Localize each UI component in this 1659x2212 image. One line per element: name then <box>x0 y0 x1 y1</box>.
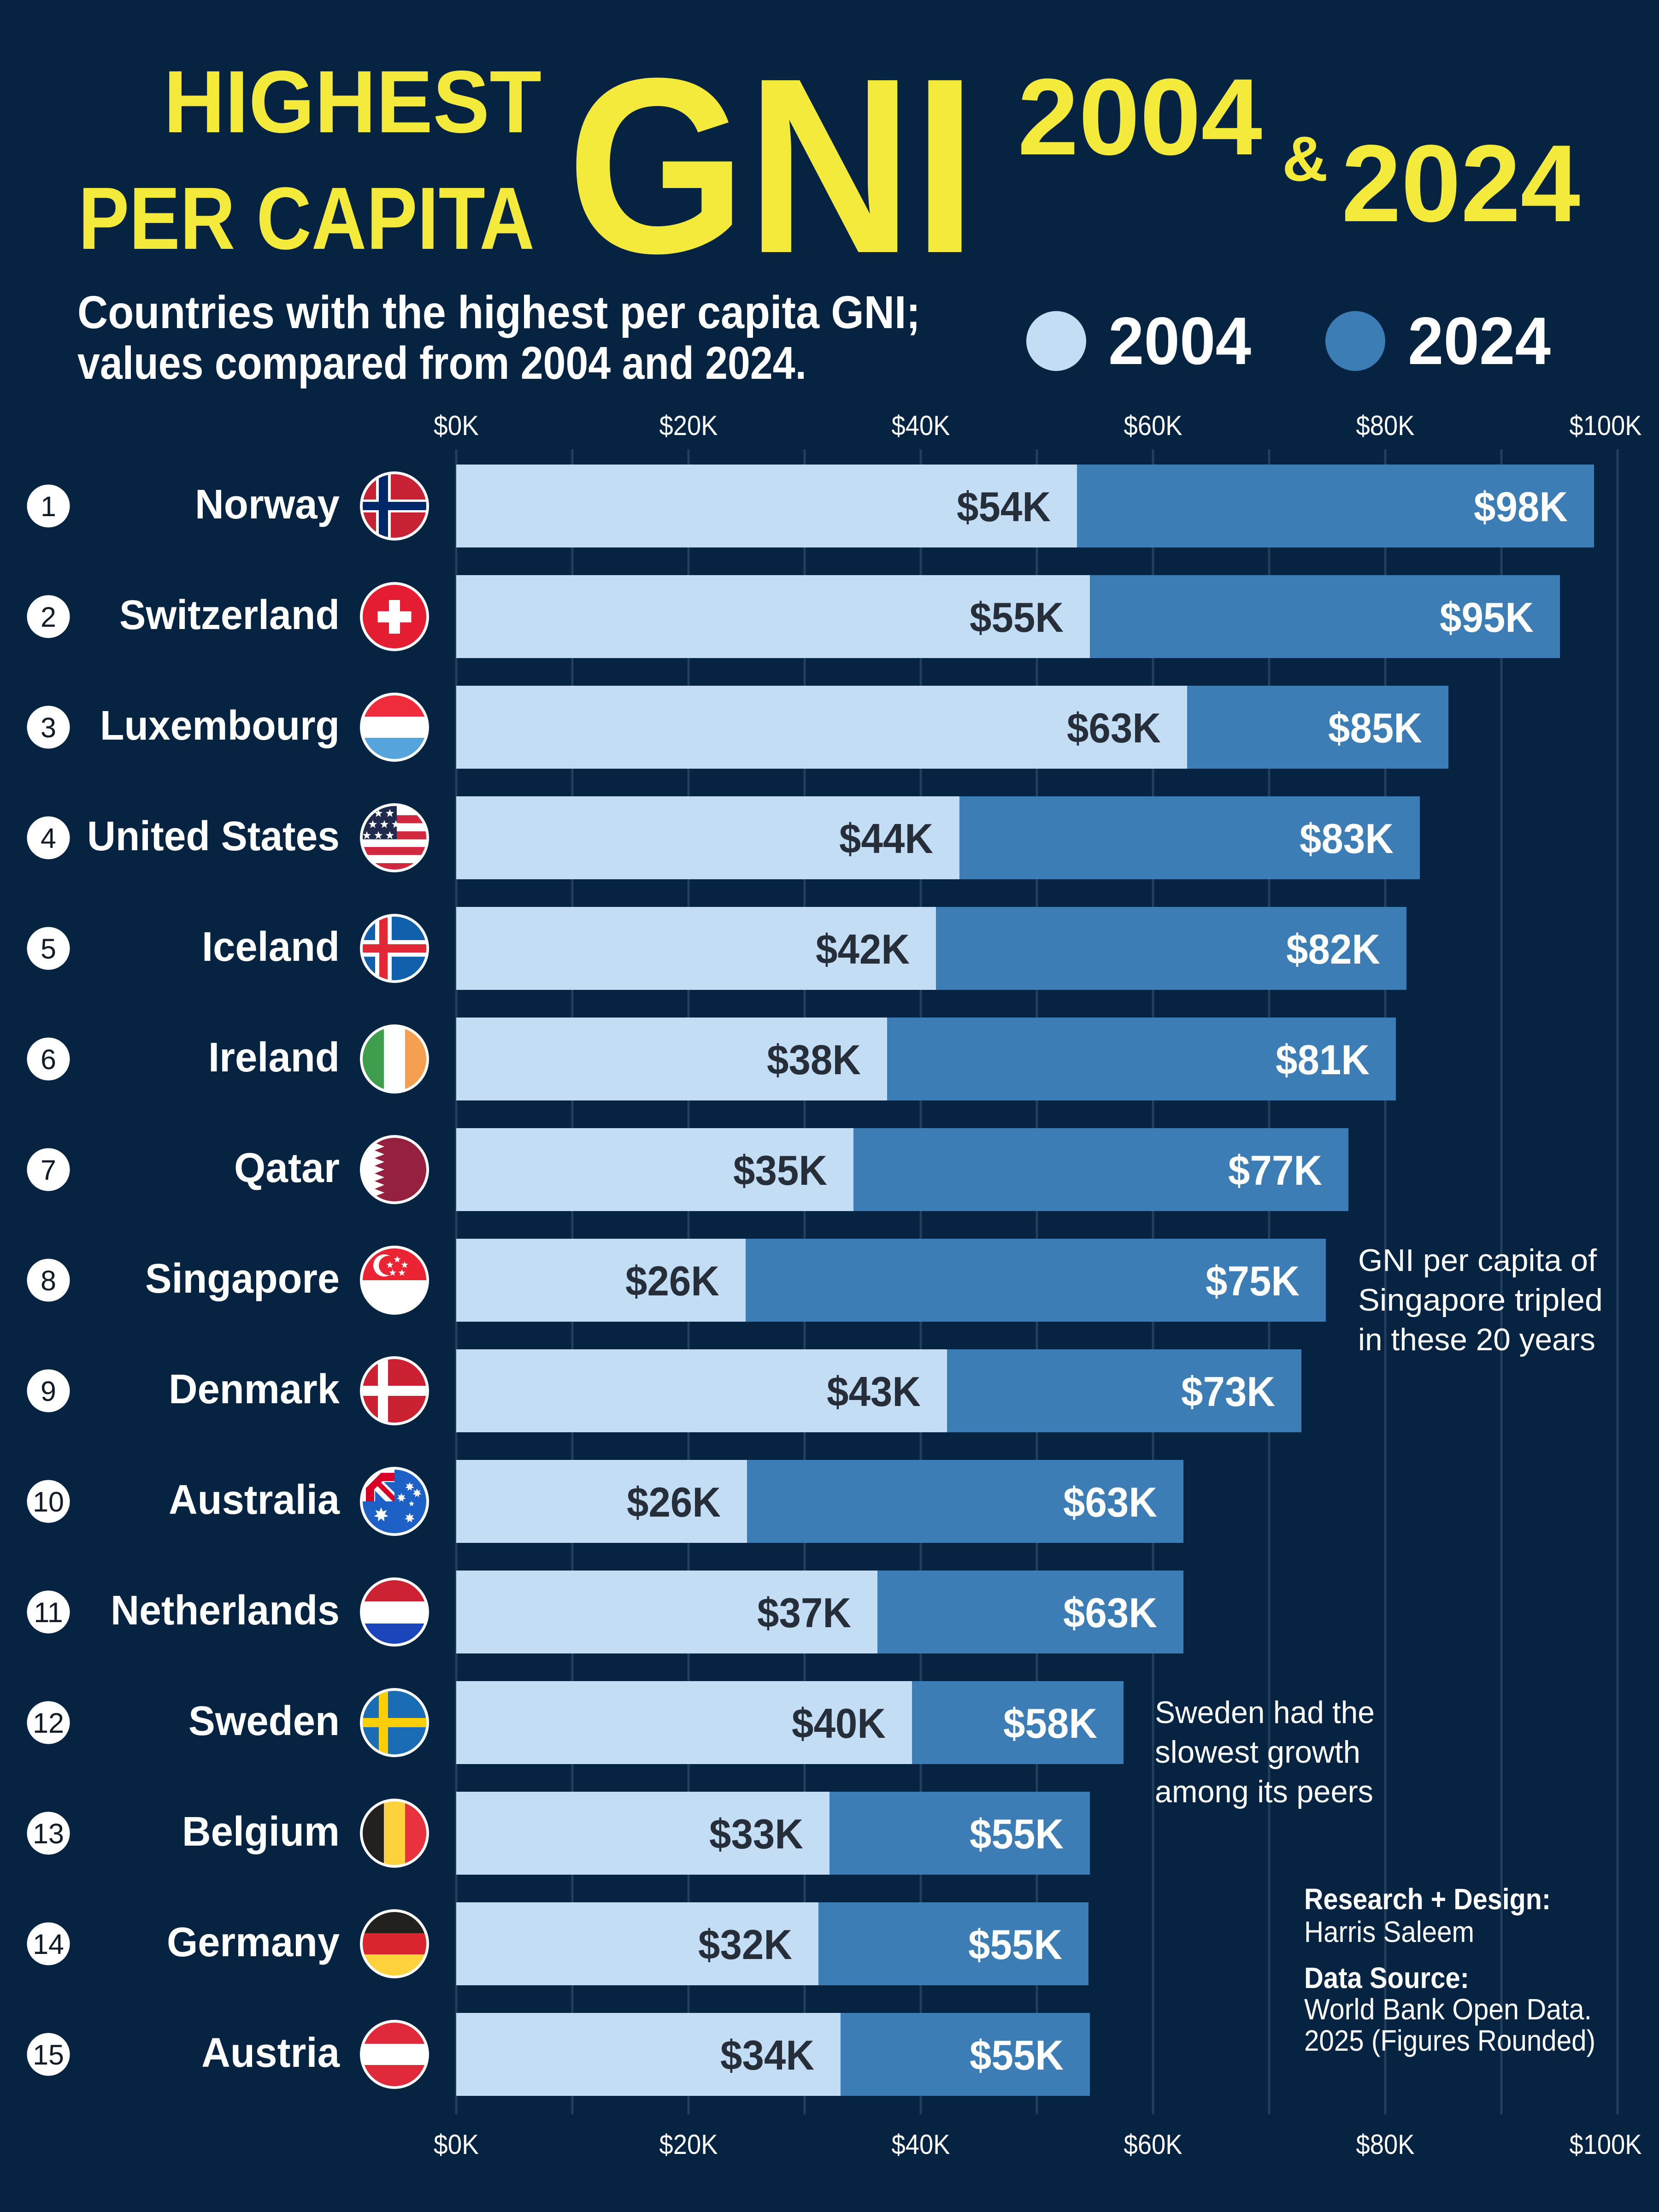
svg-text:Singapore tripled: Singapore tripled <box>1358 1282 1603 1318</box>
svg-text:Luxembourg: Luxembourg <box>100 703 340 749</box>
svg-text:$38K: $38K <box>767 1037 861 1083</box>
svg-text:$60K: $60K <box>1124 410 1182 441</box>
svg-text:$63K: $63K <box>1067 705 1161 752</box>
svg-text:2004: 2004 <box>1108 303 1251 378</box>
svg-text:Singapore: Singapore <box>145 1256 340 1302</box>
svg-text:$60K: $60K <box>1124 2129 1182 2160</box>
svg-text:$98K: $98K <box>1474 484 1568 530</box>
svg-text:PER CAPITA: PER CAPITA <box>78 169 535 268</box>
svg-text:1: 1 <box>41 491 56 522</box>
svg-text:12: 12 <box>33 1707 64 1739</box>
svg-text:United States: United States <box>87 813 340 859</box>
svg-text:$20K: $20K <box>659 2129 718 2160</box>
svg-text:2024: 2024 <box>1408 303 1551 378</box>
svg-text:Norway: Norway <box>195 482 340 528</box>
svg-text:$40K: $40K <box>792 1700 886 1747</box>
svg-text:GNI: GNI <box>567 26 977 305</box>
svg-text:$35K: $35K <box>733 1147 827 1194</box>
svg-text:$75K: $75K <box>1206 1258 1300 1305</box>
svg-text:4: 4 <box>41 823 56 854</box>
svg-text:$55K: $55K <box>970 594 1064 641</box>
svg-text:HIGHEST: HIGHEST <box>164 52 541 151</box>
svg-text:$82K: $82K <box>1286 926 1380 973</box>
svg-text:among its peers: among its peers <box>1155 1774 1373 1809</box>
svg-text:Data Source:: Data Source: <box>1304 1961 1469 1994</box>
svg-text:$63K: $63K <box>1063 1590 1157 1636</box>
svg-text:$20K: $20K <box>659 410 718 441</box>
svg-text:$55K: $55K <box>970 2032 1064 2079</box>
svg-text:9: 9 <box>41 1376 56 1407</box>
svg-text:$37K: $37K <box>757 1590 851 1636</box>
svg-text:$26K: $26K <box>625 1258 719 1305</box>
svg-text:$95K: $95K <box>1440 594 1534 641</box>
svg-text:World Bank Open Data.: World Bank Open Data. <box>1304 1993 1592 2026</box>
svg-text:$55K: $55K <box>968 1922 1062 1968</box>
svg-text:$100K: $100K <box>1570 410 1642 441</box>
svg-text:15: 15 <box>33 2039 64 2071</box>
svg-text:Qatar: Qatar <box>234 1145 340 1191</box>
svg-text:$81K: $81K <box>1276 1037 1370 1083</box>
svg-text:2025 (Figures Rounded): 2025 (Figures Rounded) <box>1304 2024 1595 2057</box>
svg-text:5: 5 <box>41 933 56 965</box>
svg-text:Harris Saleem: Harris Saleem <box>1304 1915 1474 1948</box>
svg-text:11: 11 <box>34 1597 63 1628</box>
svg-text:6: 6 <box>41 1044 56 1075</box>
svg-text:GNI per capita of: GNI per capita of <box>1358 1243 1597 1278</box>
svg-text:$34K: $34K <box>720 2032 814 2079</box>
svg-text:&: & <box>1282 124 1328 194</box>
svg-text:$44K: $44K <box>839 816 933 862</box>
svg-text:$0K: $0K <box>434 410 479 441</box>
svg-text:$58K: $58K <box>1003 1700 1097 1747</box>
svg-text:$33K: $33K <box>709 1811 803 1858</box>
svg-text:Belgium: Belgium <box>182 1809 340 1855</box>
svg-text:Germany: Germany <box>167 1919 340 1965</box>
svg-text:Sweden: Sweden <box>188 1698 340 1744</box>
svg-text:$80K: $80K <box>1356 410 1415 441</box>
svg-text:Countries with the highest per: Countries with the highest per capita GN… <box>77 287 920 338</box>
svg-text:3: 3 <box>41 712 56 743</box>
svg-text:$32K: $32K <box>698 1922 792 1968</box>
svg-text:values compared from 2004 and: values compared from 2004 and 2024. <box>77 337 806 389</box>
svg-text:$77K: $77K <box>1228 1147 1322 1194</box>
svg-text:$83K: $83K <box>1300 816 1394 862</box>
svg-text:10: 10 <box>33 1486 64 1518</box>
svg-text:$55K: $55K <box>970 1811 1064 1858</box>
svg-text:2024: 2024 <box>1341 123 1580 245</box>
svg-text:Denmark: Denmark <box>169 1366 340 1412</box>
svg-text:Ireland: Ireland <box>208 1035 340 1081</box>
svg-text:2: 2 <box>41 601 56 633</box>
svg-text:$80K: $80K <box>1356 2129 1415 2160</box>
svg-text:$40K: $40K <box>892 2129 950 2160</box>
svg-text:$73K: $73K <box>1181 1369 1275 1415</box>
svg-text:$0K: $0K <box>434 2129 479 2160</box>
svg-text:2004: 2004 <box>1018 56 1262 178</box>
svg-text:Netherlands: Netherlands <box>111 1588 340 1634</box>
svg-text:$63K: $63K <box>1063 1479 1157 1526</box>
svg-text:$85K: $85K <box>1328 705 1422 752</box>
svg-text:Research + Design:: Research + Design: <box>1304 1883 1551 1916</box>
svg-text:Australia: Australia <box>169 1477 340 1523</box>
svg-text:7: 7 <box>41 1154 56 1186</box>
svg-text:Switzerland: Switzerland <box>119 592 340 638</box>
svg-text:14: 14 <box>33 1929 64 1960</box>
svg-text:13: 13 <box>33 1818 64 1849</box>
svg-text:$42K: $42K <box>816 926 910 973</box>
svg-text:in these 20 years: in these 20 years <box>1358 1322 1595 1357</box>
svg-text:8: 8 <box>41 1265 56 1296</box>
svg-text:$100K: $100K <box>1570 2129 1642 2160</box>
svg-text:Sweden had the: Sweden had the <box>1155 1695 1375 1730</box>
svg-text:$54K: $54K <box>957 484 1051 530</box>
svg-text:Iceland: Iceland <box>202 924 340 970</box>
svg-text:$43K: $43K <box>827 1369 921 1415</box>
svg-text:Austria: Austria <box>201 2030 340 2076</box>
svg-text:$26K: $26K <box>627 1479 721 1526</box>
svg-text:$40K: $40K <box>892 410 950 441</box>
svg-text:slowest growth: slowest growth <box>1155 1735 1360 1770</box>
